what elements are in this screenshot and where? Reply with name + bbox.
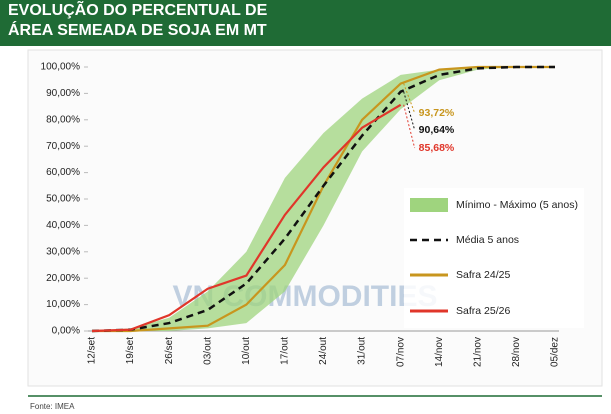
- label-leader: [403, 83, 416, 114]
- data-label: 90,64%: [419, 124, 455, 136]
- y-tick-label: 100,00%: [41, 62, 81, 73]
- y-tick-label: 30,00%: [46, 246, 80, 257]
- x-tick-label: 24/out: [318, 337, 329, 365]
- x-tick-label: 26/set: [164, 337, 175, 364]
- x-tick-label: 21/nov: [472, 337, 483, 367]
- x-tick-label: 12/set: [87, 337, 98, 364]
- series-line: [91, 65, 555, 333]
- x-tick-label: 10/out: [241, 337, 252, 365]
- legend-label: Mínimo - Máximo (5 anos): [456, 199, 578, 211]
- x-tick-label: 31/out: [357, 337, 368, 365]
- x-tick-label: 17/out: [280, 337, 291, 365]
- header-band: [0, 0, 611, 46]
- x-tick-label: 19/set: [125, 337, 136, 364]
- chart-title: EVOLUÇÃO DO PERCENTUAL DE: [8, 0, 268, 19]
- x-tick-label: 05/dez: [550, 337, 561, 367]
- x-tick-label: 28/nov: [511, 337, 522, 367]
- legend-label: Safra 24/25: [456, 269, 510, 281]
- y-tick-label: 10,00%: [46, 299, 80, 310]
- source: Fonte: IMEA: [30, 402, 75, 411]
- y-tick-label: 20,00%: [46, 273, 80, 284]
- chart-subtitle: ÁREA SEMEADA DE SOJA EM MT: [8, 20, 267, 39]
- y-tick-label: 70,00%: [46, 141, 80, 152]
- legend-label: Média 5 anos: [456, 234, 519, 246]
- min-max-band: [92, 67, 555, 331]
- y-tick-label: 80,00%: [46, 114, 80, 125]
- legend-swatch: [410, 198, 448, 212]
- data-label: 85,68%: [419, 142, 455, 154]
- x-tick-label: 07/nov: [395, 337, 406, 367]
- label-leader: [403, 104, 416, 149]
- data-label: 93,72%: [419, 107, 455, 119]
- y-tick-label: 60,00%: [46, 167, 80, 178]
- x-tick-label: 14/nov: [434, 337, 445, 367]
- y-tick-label: 90,00%: [46, 88, 80, 99]
- y-tick-label: 40,00%: [46, 220, 80, 231]
- y-tick-label: 0,00%: [52, 326, 80, 337]
- label-leader: [403, 91, 416, 131]
- series-line: [91, 103, 402, 333]
- legend-label: Safra 25/26: [456, 305, 510, 317]
- x-tick-label: 03/out: [202, 337, 213, 365]
- y-tick-label: 50,00%: [46, 194, 80, 205]
